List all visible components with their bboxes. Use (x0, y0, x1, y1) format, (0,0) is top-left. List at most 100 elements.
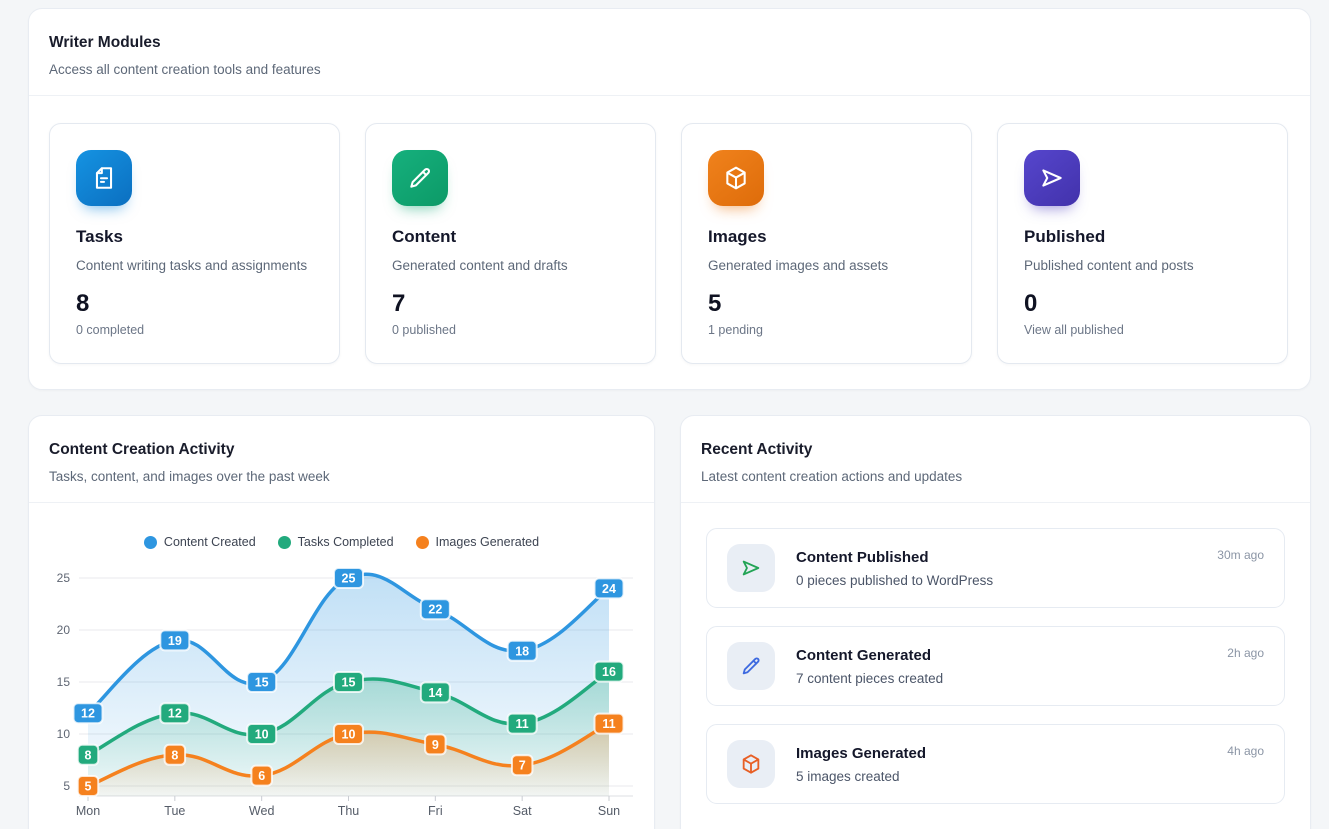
activity-item-timestamp: 2h ago (1227, 646, 1264, 660)
activity-item-description: 7 content pieces created (796, 670, 944, 686)
card-substat: 1 pending (708, 323, 763, 337)
card-count: 5 (708, 290, 722, 317)
svg-text:15: 15 (342, 676, 356, 690)
legend-label: Images Generated (435, 535, 540, 549)
card-title: Tasks (76, 227, 123, 246)
card-substat: 0 published (392, 323, 456, 337)
svg-text:7: 7 (519, 759, 526, 773)
svg-text:12: 12 (81, 707, 95, 721)
card-title: Images (708, 227, 767, 246)
panel-subtitle: Latest content creation actions and upda… (701, 469, 963, 484)
svg-text:Wed: Wed (249, 804, 275, 818)
module-card-tasks[interactable]: Tasks Content writing tasks and assignme… (49, 123, 340, 364)
chart-panel-header: Content Creation Activity Tasks, content… (29, 416, 654, 503)
activity-item-images-generated: Images Generated 5 images created 4h ago (706, 724, 1285, 804)
card-description: Generated images and assets (708, 258, 889, 273)
svg-text:19: 19 (168, 634, 182, 648)
legend-item[interactable]: Tasks Completed (277, 535, 394, 549)
activity-item-timestamp: 30m ago (1217, 548, 1264, 562)
svg-text:12: 12 (168, 707, 182, 721)
module-card-published[interactable]: Published Published content and posts 0 … (997, 123, 1288, 364)
legend-item[interactable]: Content Created (143, 535, 256, 549)
activity-item-body: Images Generated 5 images created (796, 745, 1206, 784)
svg-text:11: 11 (516, 717, 529, 731)
legend-label: Tasks Completed (297, 535, 394, 549)
svg-text:11: 11 (602, 717, 615, 731)
svg-text:6: 6 (258, 769, 265, 783)
chart-legend: Content Created Tasks Completed Images Gen… (29, 535, 654, 549)
recent-activity-panel: Recent Activity Latest content creation … (680, 415, 1311, 829)
panel-title: Recent Activity (701, 441, 813, 458)
module-card-images[interactable]: Images Generated images and assets 5 1 p… (681, 123, 972, 364)
activity-item-description: 0 pieces published to WordPress (796, 572, 994, 588)
panel-title: Writer Modules (49, 34, 161, 51)
legend-item[interactable]: Images Generated (415, 535, 540, 549)
panel-subtitle: Access all content creation tools and fe… (49, 62, 321, 77)
activity-item-body: Content Published 0 pieces published to … (796, 549, 1196, 588)
svg-text:5: 5 (85, 780, 92, 794)
svg-text:22: 22 (428, 603, 442, 617)
legend-dot-icon (143, 535, 157, 549)
svg-text:10: 10 (342, 728, 356, 742)
panel-title: Content Creation Activity (49, 441, 235, 458)
svg-text:Tue: Tue (164, 804, 185, 818)
module-cards-row: Tasks Content writing tasks and assignme… (29, 96, 1310, 391)
activity-item-content-generated: Content Generated 7 content pieces creat… (706, 626, 1285, 706)
svg-text:10: 10 (255, 728, 269, 742)
activity-item-title: Content Generated (796, 646, 932, 664)
svg-text:15: 15 (57, 675, 71, 689)
svg-text:16: 16 (602, 665, 616, 679)
svg-text:8: 8 (171, 748, 178, 762)
cube-icon (708, 150, 764, 206)
legend-label: Content Created (163, 535, 256, 549)
svg-text:18: 18 (515, 644, 529, 658)
activity-item-content-published: Content Published 0 pieces published to … (706, 528, 1285, 608)
activity-list: Content Published 0 pieces published to … (681, 503, 1310, 829)
card-count: 0 (1024, 290, 1038, 317)
activity-item-title: Content Published (796, 548, 929, 566)
svg-text:25: 25 (342, 572, 356, 586)
writer-modules-header: Writer Modules Access all content creati… (29, 9, 1310, 96)
card-description: Published content and posts (1024, 258, 1194, 273)
svg-text:8: 8 (85, 748, 92, 762)
svg-text:25: 25 (57, 571, 71, 585)
pencil-icon (392, 150, 448, 206)
card-substat: 0 completed (76, 323, 145, 337)
pencil-icon (727, 642, 775, 690)
card-count: 8 (76, 290, 90, 317)
svg-text:10: 10 (57, 727, 71, 741)
legend-dot-icon (277, 535, 291, 549)
svg-text:Sun: Sun (598, 804, 620, 818)
card-title: Published (1024, 227, 1106, 246)
svg-text:14: 14 (428, 686, 442, 700)
panel-subtitle: Tasks, content, and images over the past… (49, 469, 330, 484)
activity-item-title: Images Generated (796, 744, 927, 762)
svg-text:15: 15 (255, 676, 269, 690)
recent-activity-header: Recent Activity Latest content creation … (681, 416, 1310, 503)
svg-text:24: 24 (602, 582, 616, 596)
activity-item-body: Content Generated 7 content pieces creat… (796, 647, 1206, 686)
activity-line-chart: 5 10 15 20 25 Mon Tue Wed Thu Fri Sat Sun 12 19 15 25 22… (57, 567, 633, 818)
cube-icon (727, 740, 775, 788)
content-creation-activity-panel: Content Creation Activity Tasks, content… (28, 415, 655, 829)
svg-text:9: 9 (432, 738, 439, 752)
svg-text:20: 20 (57, 623, 71, 637)
activity-item-description: 5 images created (796, 768, 900, 784)
card-description: Content writing tasks and assignments (76, 258, 308, 273)
svg-text:Sat: Sat (513, 804, 532, 818)
module-card-content[interactable]: Content Generated content and drafts 7 0… (365, 123, 656, 364)
svg-text:Thu: Thu (338, 804, 360, 818)
card-title: Content (392, 227, 457, 246)
legend-dot-icon (415, 535, 429, 549)
chart-area: Content Created Tasks Completed Images Gen… (29, 503, 654, 820)
file-icon (76, 150, 132, 206)
card-substat: View all published (1024, 323, 1124, 337)
svg-text:Fri: Fri (428, 804, 443, 818)
card-count: 7 (392, 290, 406, 317)
activity-item-timestamp: 4h ago (1227, 744, 1264, 758)
send-icon (1024, 150, 1080, 206)
send-icon (727, 544, 775, 592)
card-description: Generated content and drafts (392, 258, 568, 273)
svg-text:5: 5 (63, 779, 70, 793)
